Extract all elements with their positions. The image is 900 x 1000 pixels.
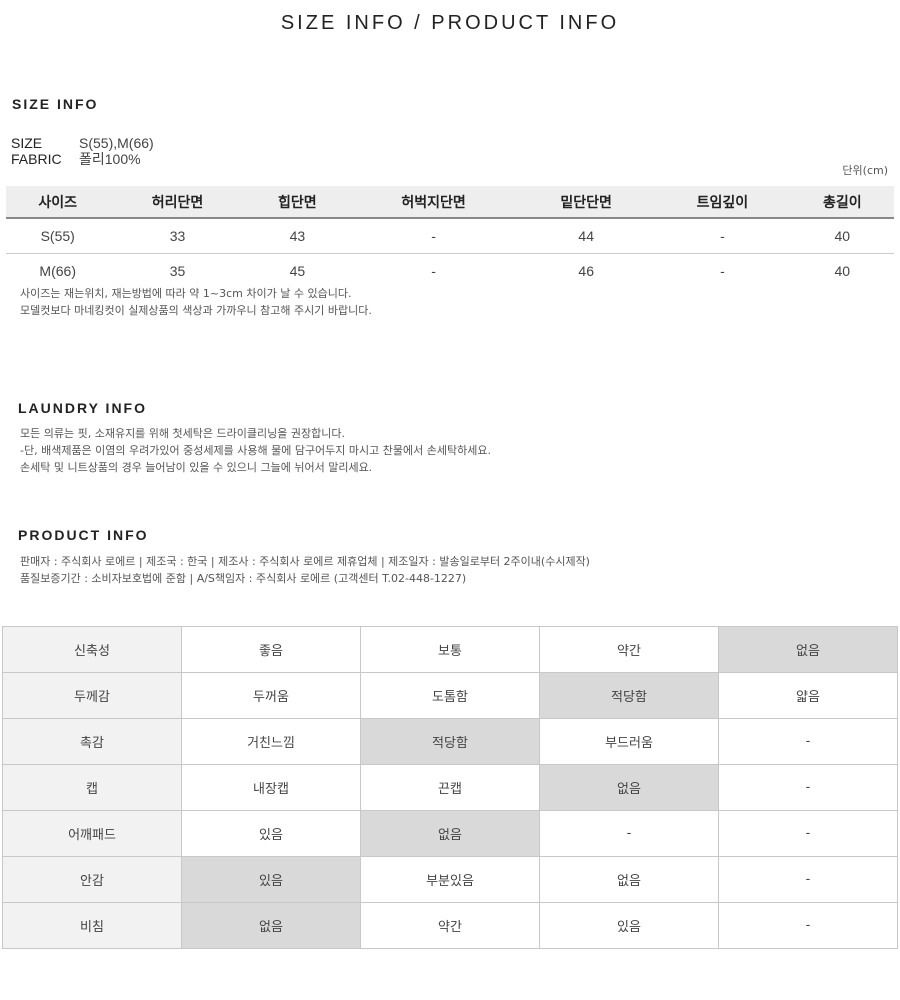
property-option: 약간 [360, 902, 540, 949]
property-option: 좋음 [181, 626, 361, 673]
property-option: - [718, 856, 898, 903]
size-value: S(55),M(66) [79, 135, 154, 151]
table-cell: 45 [289, 263, 306, 279]
size-table: 사이즈 허리단면 힙단면 허벅지단면 밑단단면 트임깊이 총길이 S(55) 33 43-44-… [6, 186, 894, 288]
table-cell: 40 [834, 263, 851, 279]
laundry-line: -단, 배색제품은 이염의 우려가있어 중성세제를 사용해 물에 담구어두지 마… [20, 444, 491, 457]
column-header: 트임깊이 [654, 186, 791, 219]
property-option-selected: 있음 [181, 856, 361, 903]
size-info-heading: SIZE INFO [12, 96, 99, 112]
table-cell: - [431, 263, 436, 279]
property-row: 촉감 거친느낌 적당함 부드러움 - [2, 718, 898, 765]
product-line: 판매자 : 주식회사 로에르 | 제조국 : 한국 | 제조사 : 주식회사 로… [20, 555, 590, 568]
property-option: 내장캡 [181, 764, 361, 811]
fabric-value: 폴리100% [79, 151, 141, 167]
column-header: 허리단면 [109, 186, 246, 219]
property-label: 신축성 [2, 626, 182, 673]
table-cell: 43 [245, 218, 350, 254]
property-option: 거친느낌 [181, 718, 361, 765]
fabric-label: FABRIC [11, 151, 62, 167]
property-option: - [539, 810, 719, 857]
property-label: 안감 [2, 856, 182, 903]
property-label: 촉감 [2, 718, 182, 765]
product-line: 품질보증기간 : 소비자보호법에 준함 | A/S책임자 : 주식회사 로에르 … [20, 572, 467, 585]
size-note: 사이즈는 재는위치, 재는방법에 따라 약 1~3cm 차이가 날 수 있습니다… [20, 287, 352, 300]
property-option-selected: 적당함 [360, 718, 540, 765]
table-cell: 35 [169, 263, 186, 279]
property-row: 어깨패드 있음 없음 - - [2, 810, 898, 857]
property-option: 도톰함 [360, 672, 540, 719]
table-cell: 46 [578, 263, 594, 279]
property-option-selected: 적당함 [539, 672, 719, 719]
size-meta: SIZE S(55),M(66) FABRIC 폴리100% [11, 135, 311, 167]
table-cell: 33 [109, 218, 246, 254]
property-label: 두께감 [2, 672, 182, 719]
product-notes: 판매자 : 주식회사 로에르 | 제조국 : 한국 | 제조사 : 주식회사 로… [20, 553, 590, 587]
property-row: 안감 있음 부분있음 없음 - [2, 856, 898, 903]
table-cell: - [349, 218, 519, 254]
property-option: - [718, 718, 898, 765]
property-option: 없음 [539, 856, 719, 903]
laundry-line: 손세탁 및 니트상품의 경우 늘어남이 있을 수 있으니 그늘에 뉘어서 말리세… [20, 461, 373, 474]
product-info-heading: PRODUCT INFO [18, 527, 149, 543]
table-cell: - [720, 263, 725, 279]
property-row: 비침 없음 약간 있음 - [2, 902, 898, 949]
property-option: - [718, 810, 898, 857]
unit-label: 단위(cm) [842, 164, 888, 177]
property-option-selected: 없음 [181, 902, 361, 949]
page-title: SIZE INFO / PRODUCT INFO [280, 12, 620, 34]
property-option-selected: 없음 [539, 764, 719, 811]
table-cell: S(55) [6, 218, 110, 254]
property-option: - [718, 902, 898, 949]
property-option: - [718, 764, 898, 811]
table-cell: 40 [790, 218, 894, 254]
property-option: 부분있음 [360, 856, 540, 903]
property-option: 끈캡 [360, 764, 540, 811]
laundry-line: 모든 의류는 핏, 소재유지를 위해 첫세탁은 드라이클리닝을 권장합니다. [20, 427, 345, 440]
property-option: 있음 [181, 810, 361, 857]
property-row: 신축성 좋음 보통 약간 없음 [2, 626, 898, 673]
table-cell: M(66) [39, 263, 76, 279]
property-option: 두꺼움 [181, 672, 361, 719]
column-header: 힙단면 [245, 186, 350, 219]
property-label: 어깨패드 [2, 810, 182, 857]
property-label: 캡 [2, 764, 182, 811]
property-option: 부드러움 [539, 718, 719, 765]
size-note: 모델컷보다 마네킹컷이 실제상품의 색상과 가까우니 참고해 주시기 바랍니다. [20, 304, 372, 317]
property-row: 두께감 두꺼움 도톰함 적당함 얇음 [2, 672, 898, 719]
property-option-selected: 없음 [718, 626, 898, 673]
property-option: 얇음 [718, 672, 898, 719]
property-option-selected: 없음 [360, 810, 540, 857]
table-row: M(66) 35 45 - 46 - 40 [6, 254, 894, 289]
property-label: 비침 [2, 902, 182, 949]
property-row: 캡 내장캡 끈캡 없음 - [2, 764, 898, 811]
size-label: SIZE [11, 135, 43, 151]
laundry-info-heading: LAUNDRY INFO [18, 400, 147, 416]
laundry-notes: 모든 의류는 핏, 소재유지를 위해 첫세탁은 드라이클리닝을 권장합니다. -… [20, 425, 491, 476]
property-option: 보통 [360, 626, 540, 673]
column-header: 허벅지단면 [349, 186, 519, 219]
table-row: S(55) 33 43-44-40 [6, 218, 894, 254]
property-table: 신축성 좋음 보통 약간 없음 두께감 두꺼움 도톰함 적당함 얇음 촉감 거친느낌 적당함 부드러움 - 캡… [2, 626, 898, 949]
property-option: 있음 [539, 902, 719, 949]
property-option: 약간 [539, 626, 719, 673]
table-cell: 44 [518, 218, 655, 254]
size-notes: 사이즈는 재는위치, 재는방법에 따라 약 1~3cm 차이가 날 수 있습니다… [20, 285, 372, 319]
table-cell: - [654, 218, 791, 254]
column-header: 총길이 [790, 186, 894, 219]
column-header: 밑단단면 [518, 186, 655, 219]
column-header: 사이즈 [6, 186, 110, 219]
